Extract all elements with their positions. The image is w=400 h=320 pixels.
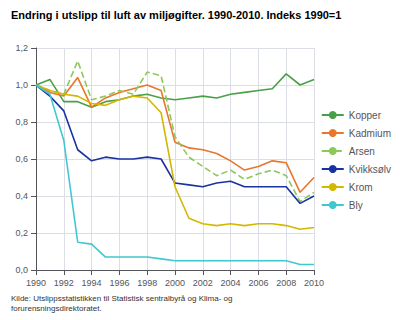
svg-text:0,2: 0,2 [15, 228, 28, 238]
svg-text:Krom: Krom [349, 182, 373, 193]
svg-text:Kilde: Utslippsstatistikken ti: Kilde: Utslippsstatistikken til Statisti… [11, 294, 235, 303]
svg-text:1,0: 1,0 [15, 80, 28, 90]
svg-text:2002: 2002 [193, 278, 213, 288]
svg-text:Arsen: Arsen [349, 146, 375, 157]
svg-text:1996: 1996 [109, 278, 129, 288]
svg-text:Kopper: Kopper [349, 110, 382, 121]
svg-text:2006: 2006 [248, 278, 268, 288]
svg-text:1990: 1990 [26, 278, 46, 288]
svg-text:Kadmium: Kadmium [349, 128, 391, 139]
svg-text:2008: 2008 [276, 278, 296, 288]
svg-text:0,8: 0,8 [15, 117, 28, 127]
svg-text:1994: 1994 [82, 278, 102, 288]
svg-text:Kvikksølv: Kvikksølv [349, 164, 391, 175]
svg-text:1992: 1992 [54, 278, 74, 288]
svg-text:2000: 2000 [165, 278, 185, 288]
svg-text:0,6: 0,6 [15, 154, 28, 164]
svg-text:Bly: Bly [349, 200, 363, 211]
svg-text:forurensningsdirektoratet.: forurensningsdirektoratet. [11, 304, 102, 313]
svg-text:1998: 1998 [137, 278, 157, 288]
svg-text:1,2: 1,2 [15, 43, 28, 53]
svg-text:Endring i utslipp til luft av: Endring i utslipp til luft av miljøgifte… [11, 9, 341, 21]
svg-text:2004: 2004 [221, 278, 241, 288]
svg-text:0,4: 0,4 [15, 191, 28, 201]
svg-text:0,0: 0,0 [15, 265, 28, 275]
svg-text:2010: 2010 [304, 278, 324, 288]
